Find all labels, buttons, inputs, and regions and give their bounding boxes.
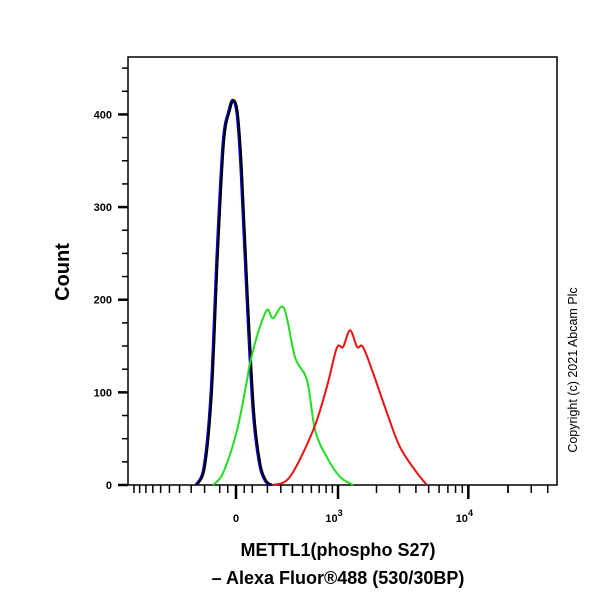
- x-axis: 0 103 104: [133, 485, 549, 525]
- y-axis: 0 100 200 300 400: [94, 67, 128, 492]
- y-tick-label: 200: [94, 295, 112, 307]
- y-axis-label: Count: [52, 243, 74, 301]
- y-tick-label: 400: [94, 109, 112, 121]
- x-tick-label: 103: [325, 508, 342, 525]
- series-line-1: [196, 99, 273, 486]
- y-tick-label: 100: [94, 387, 112, 399]
- x-tick-label: 0: [233, 513, 239, 525]
- series-line-0: [194, 98, 273, 487]
- y-tick-label: 0: [106, 480, 112, 492]
- series-line-2: [212, 305, 354, 486]
- y-tick-label: 300: [94, 202, 112, 214]
- copyright-annotation: Copyright (c) 2021 Abcam Plc: [566, 287, 580, 452]
- x-tick-label: 104: [456, 508, 473, 525]
- series-line-3: [272, 329, 428, 486]
- x-axis-label-line2: – Alexa Fluor®488 (530/30BP): [212, 568, 465, 588]
- curves: [194, 98, 428, 487]
- plot-frame: [127, 56, 558, 486]
- x-axis-label-line1: METTL1(phospho S27): [241, 540, 436, 560]
